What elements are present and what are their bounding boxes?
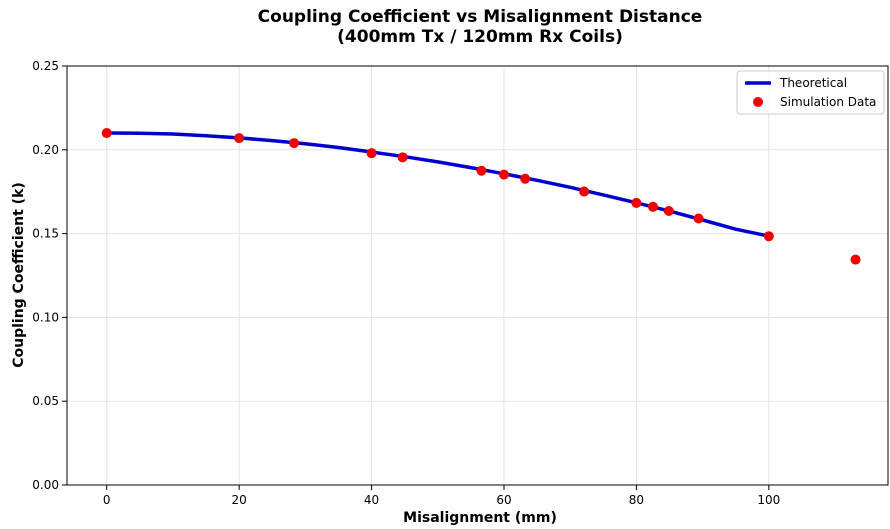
data-point <box>476 165 487 176</box>
data-point <box>850 254 861 265</box>
data-point <box>693 213 704 224</box>
data-point <box>498 169 509 180</box>
data-point <box>647 201 658 212</box>
x-tick-label: 60 <box>496 493 511 507</box>
y-tick-label: 0.20 <box>32 143 59 157</box>
legend-box <box>736 70 885 115</box>
legend: Theoretical Simulation Data <box>736 70 885 115</box>
series-line-theoretical <box>104 131 771 238</box>
chart-title-line-2: (400mm Tx / 120mm Rx Coils) <box>337 27 623 47</box>
y-axis: 0.00 0.05 0.10 0.15 0.20 0.25 <box>32 59 67 492</box>
x-axis-label: Misalignment (mm) <box>403 510 557 526</box>
x-tick-label: 40 <box>364 493 379 507</box>
legend-marker-swatch <box>753 97 763 107</box>
x-tick-label: 80 <box>629 493 644 507</box>
y-tick-label: 0.15 <box>32 227 59 241</box>
plot-frame <box>66 65 889 486</box>
legend-label: Simulation Data <box>780 95 876 109</box>
data-point <box>663 205 674 216</box>
data-point <box>631 197 642 208</box>
data-point <box>234 133 245 144</box>
y-axis-label: Coupling Coefficient (k) <box>11 182 27 368</box>
data-point <box>763 231 774 242</box>
legend-label: Theoretical <box>779 76 847 90</box>
plot-area <box>101 128 861 265</box>
y-tick-label: 0.10 <box>32 310 59 324</box>
y-tick-label: 0.05 <box>32 394 59 408</box>
data-point <box>520 173 531 184</box>
x-tick-label: 100 <box>757 493 780 507</box>
y-tick-label: 0.25 <box>32 59 59 73</box>
data-point <box>101 128 112 139</box>
data-point <box>579 186 590 197</box>
x-axis: 0 20 40 60 80 100 <box>103 485 780 507</box>
data-point <box>289 138 300 149</box>
y-tick-label: 0.00 <box>32 478 59 492</box>
chart-title-line-1: Coupling Coefficient vs Misalignment Dis… <box>258 7 703 27</box>
x-tick-label: 20 <box>232 493 247 507</box>
data-point <box>397 152 408 163</box>
data-point <box>366 148 377 159</box>
x-tick-label: 0 <box>103 493 111 507</box>
